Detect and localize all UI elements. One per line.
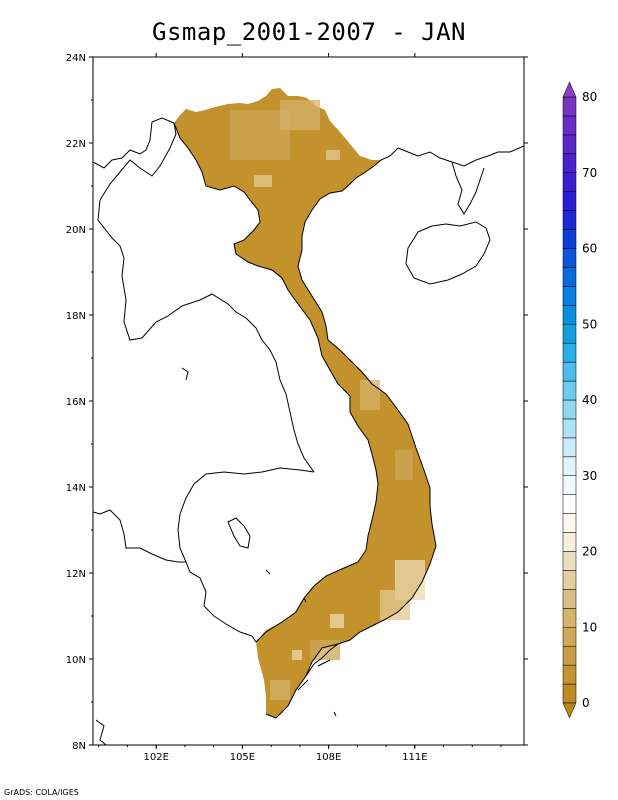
plot-area bbox=[93, 88, 524, 745]
colorbar-top-triangle bbox=[562, 81, 577, 98]
colorbar-label: 70 bbox=[582, 166, 597, 180]
tonle-sap-lake bbox=[227, 517, 251, 549]
colorbar-segment bbox=[562, 115, 577, 136]
precip-patch bbox=[310, 640, 340, 660]
colorbar-label: 60 bbox=[582, 242, 597, 256]
colorbar-segment bbox=[562, 191, 577, 211]
colorbar-segment bbox=[562, 551, 577, 571]
thailand-west bbox=[93, 509, 257, 643]
colorbar-segment bbox=[562, 570, 577, 590]
colorbar: 0 10 20 30 40 50 60 70 80 bbox=[562, 81, 597, 719]
china-south-coast bbox=[380, 145, 524, 167]
lat-tick-label: 20N bbox=[66, 225, 86, 236]
map-title: Gsmap_2001-2007 - JAN bbox=[152, 18, 466, 46]
precip-patch bbox=[270, 680, 290, 700]
precip-patch bbox=[292, 650, 302, 660]
colorbar-segment bbox=[562, 324, 577, 344]
lon-tick-label: 108E bbox=[316, 752, 341, 763]
lat-tick-label: 16N bbox=[66, 397, 86, 408]
colorbar-segment bbox=[562, 229, 577, 249]
colorbar-label: 80 bbox=[582, 90, 597, 104]
longitude-axis: 102E 105E 108E 111E bbox=[98, 53, 502, 763]
colorbar-segment bbox=[562, 267, 577, 287]
colorbar-label: 30 bbox=[582, 469, 597, 483]
colorbar-segment bbox=[562, 361, 577, 382]
cambodia-vietnam-border bbox=[173, 122, 379, 643]
lon-tick-label: 105E bbox=[230, 752, 255, 763]
colorbar-segment bbox=[562, 418, 577, 439]
colorbar-segment bbox=[562, 532, 577, 552]
colorbar-segment bbox=[562, 380, 577, 401]
colorbar-segment bbox=[562, 456, 577, 476]
colorbar-segment bbox=[562, 664, 577, 685]
vietnam-precip-field bbox=[174, 88, 436, 718]
precip-patch bbox=[360, 380, 380, 410]
colorbar-segment bbox=[562, 96, 577, 117]
leizhou-peninsula bbox=[451, 161, 485, 215]
colorbar-segment bbox=[562, 645, 577, 666]
colorbar-label: 20 bbox=[582, 545, 597, 559]
colorbar-segment bbox=[562, 248, 577, 268]
boundary-lines bbox=[93, 117, 524, 745]
colorbar-label: 10 bbox=[582, 620, 597, 634]
precip-patch bbox=[254, 175, 272, 187]
colorbar-segment bbox=[562, 494, 577, 514]
lon-tick-label: 102E bbox=[144, 752, 169, 763]
colorbar-label: 40 bbox=[582, 393, 597, 407]
colorbar-segment bbox=[562, 286, 577, 306]
vietnam-coastline bbox=[265, 159, 437, 719]
colorbar-segment bbox=[562, 305, 577, 325]
colorbar-segment bbox=[562, 608, 577, 628]
mekong-delta-lines bbox=[297, 643, 339, 691]
colorbar-label: 50 bbox=[582, 317, 597, 331]
precip-patch bbox=[326, 150, 340, 160]
colorbar-segment bbox=[562, 513, 577, 533]
lat-tick-label: 24N bbox=[66, 53, 86, 64]
colorbar-segment bbox=[562, 475, 577, 495]
precip-patch bbox=[280, 100, 320, 130]
laos-cambodia-border bbox=[177, 467, 315, 563]
lon-tick-label: 111E bbox=[402, 752, 427, 763]
lat-tick-label: 22N bbox=[66, 139, 86, 150]
lat-tick-label: 14N bbox=[66, 483, 86, 494]
colorbar-segment bbox=[562, 342, 577, 363]
credit-text: GrADS: COLA/IGES bbox=[4, 788, 79, 797]
precip-patch bbox=[395, 450, 413, 480]
colorbar-segment bbox=[562, 589, 577, 609]
colorbar-segment bbox=[562, 437, 577, 458]
precip-patch bbox=[330, 614, 344, 628]
laos-border-north bbox=[97, 122, 315, 473]
lat-tick-label: 10N bbox=[66, 655, 86, 666]
colorbar-segment bbox=[562, 399, 577, 420]
lat-tick-label: 18N bbox=[66, 311, 86, 322]
lat-tick-label: 12N bbox=[66, 569, 86, 580]
colorbar-segment bbox=[562, 153, 577, 173]
china-vietnam-border bbox=[93, 117, 175, 169]
colorbar-bottom-triangle bbox=[562, 702, 577, 719]
hainan-island bbox=[405, 221, 491, 285]
latitude-axis: 24N 22N 20N 18N 16N 14N 12N 10N 8N bbox=[66, 53, 528, 752]
colorbar-segment bbox=[562, 172, 577, 192]
colorbar-segment bbox=[562, 210, 577, 230]
thailand-coast bbox=[95, 719, 107, 745]
lat-tick-label: 8N bbox=[72, 741, 86, 752]
colorbar-label: 0 bbox=[582, 696, 590, 710]
colorbar-segment bbox=[562, 134, 577, 155]
colorbar-segment bbox=[562, 683, 577, 704]
small-islands bbox=[181, 367, 337, 717]
colorbar-segment bbox=[562, 627, 577, 647]
